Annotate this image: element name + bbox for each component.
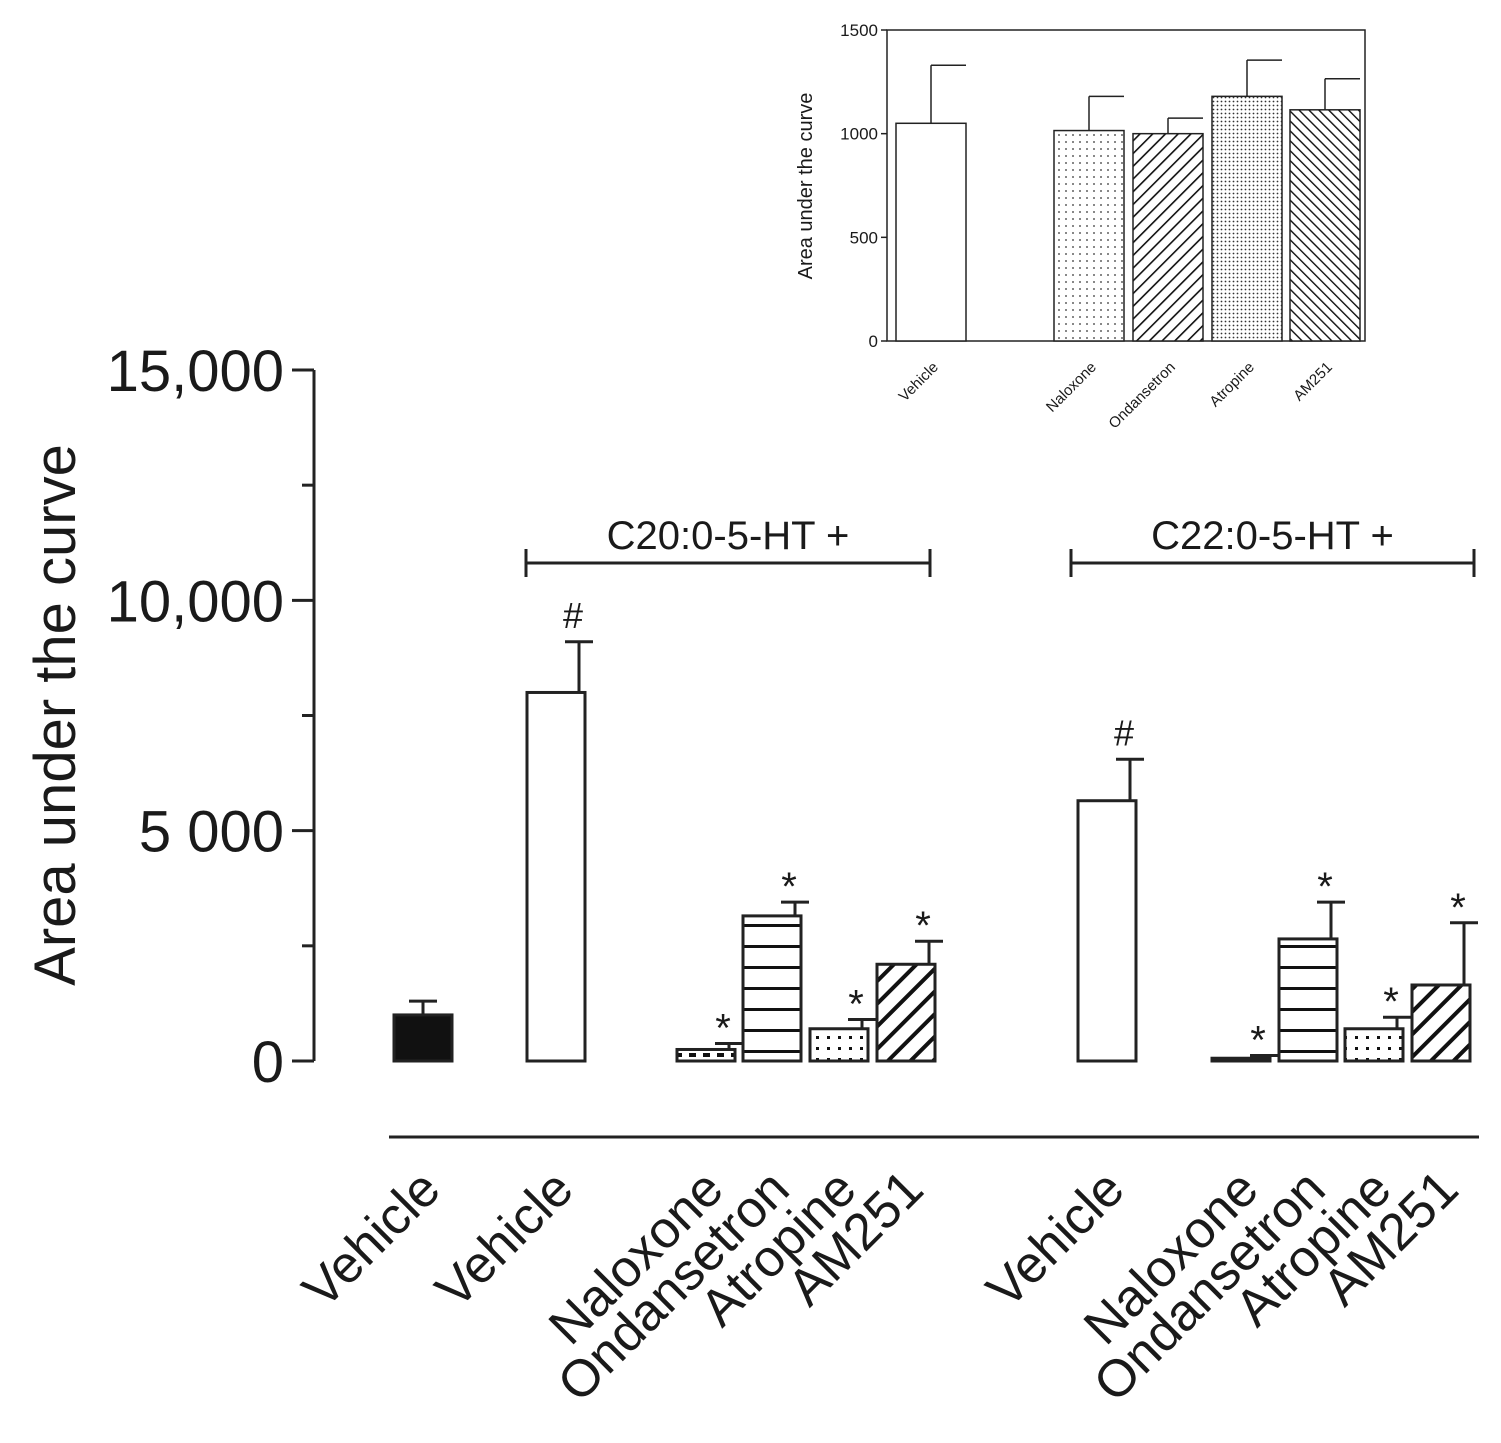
main-y-axis-label: Area under the curve: [23, 444, 88, 986]
main-y-ticks: 0 5 000 10,000 15,000: [107, 339, 314, 1095]
main-bar: [1076, 799, 1138, 1063]
main-bar: [741, 914, 803, 1063]
main-bar: [525, 690, 587, 1063]
inset-bar: [1053, 129, 1125, 342]
main-x-labels: VehicleVehicleNaloxoneOndansetronAtropin…: [292, 1159, 1470, 1413]
inset-x-tick-label: AM251: [1290, 359, 1336, 405]
main-bar: [1210, 1056, 1272, 1063]
inset-y-axis-label: Area under the curve: [795, 93, 817, 280]
inset-bars: [895, 59, 1361, 342]
main-significance-marker: #: [563, 595, 583, 636]
group-bracket-label: C22:0-5-HT +: [1151, 514, 1394, 558]
main-significance-marker: *: [1250, 1018, 1266, 1062]
main-significance-marker: *: [715, 1006, 731, 1050]
inset-x-labels: Vehicle Naloxone Ondansetron Atropine AM251: [896, 359, 1336, 432]
main-bar: [675, 1047, 737, 1063]
inset-x-tick-label: Atropine: [1206, 359, 1258, 411]
main-bar: [1343, 1027, 1405, 1063]
inset-x-tick-label: Vehicle: [896, 359, 942, 405]
main-significance-marker: *: [781, 865, 797, 909]
main-significance-marker: #: [1114, 712, 1134, 753]
main-bar: [808, 1027, 870, 1063]
main-y-tick-label: 10,000: [107, 569, 284, 634]
inset-bar: [1132, 132, 1204, 342]
main-bars: # * * * * # * * * *: [392, 595, 1478, 1063]
main-group-brackets: C20:0-5-HT + C22:0-5-HT +: [524, 514, 1476, 577]
group-bracket-label: C20:0-5-HT +: [607, 514, 850, 558]
inset-bar-chart: Area under the curve 0 500 1000 1500 Vehicl…: [795, 21, 1366, 432]
main-bar: [875, 962, 937, 1063]
inset-y-tick-label: 1500: [840, 21, 878, 40]
inset-plot-frame: [886, 29, 1366, 342]
inset-y-tick-label: 500: [850, 228, 878, 247]
main-bar: [1410, 983, 1472, 1063]
main-bar: [392, 1013, 454, 1063]
inset-y-tick-label: 0: [869, 332, 878, 351]
inset-x-tick-label: Naloxone: [1043, 359, 1100, 416]
inset-bar: [1289, 109, 1361, 342]
inset-x-tick-label: Ondansetron: [1105, 359, 1178, 432]
main-bar: [1277, 937, 1339, 1063]
inset-y-tick-label: 1000: [840, 125, 878, 144]
main-x-tick-label: Vehicle: [292, 1159, 452, 1319]
inset-y-ticks: 0 500 1000 1500: [840, 21, 887, 351]
main-significance-marker: *: [1383, 980, 1399, 1024]
main-significance-marker: *: [915, 904, 931, 948]
main-significance-marker: *: [1450, 886, 1466, 930]
inset-bar: [1211, 95, 1283, 342]
main-significance-marker: *: [1317, 865, 1333, 909]
main-y-tick-label: 5 000: [139, 800, 284, 865]
main-y-tick-label: 15,000: [107, 339, 284, 404]
main-bar-chart: Area under the curve 05 00010,00015,000 …: [23, 339, 1479, 1413]
inset-bar: [895, 122, 967, 342]
main-y-tick-label: 0: [252, 1030, 284, 1095]
main-significance-marker: *: [848, 983, 864, 1027]
